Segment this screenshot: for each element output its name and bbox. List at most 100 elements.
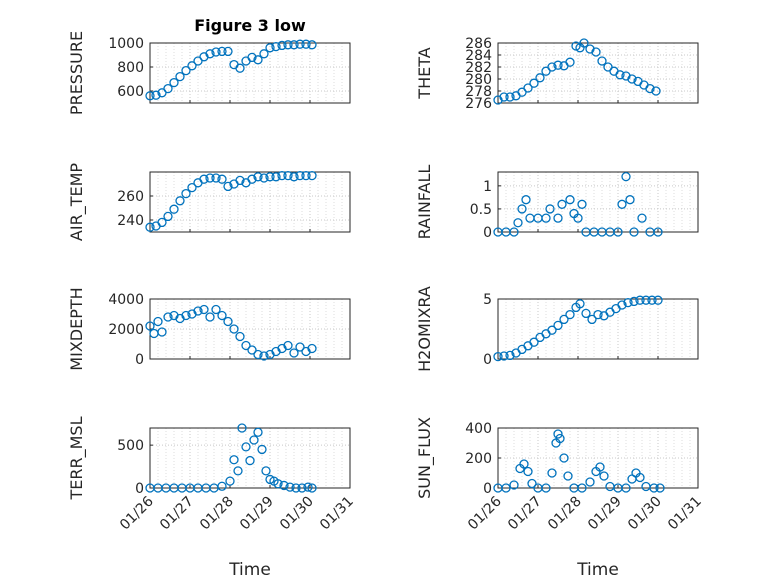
panel-1-point-23 xyxy=(283,40,293,50)
panel-2-ytick-label-1: 278 xyxy=(465,84,492,100)
panel-1-point-10 xyxy=(205,49,215,59)
panel-7-point-26 xyxy=(297,483,307,493)
panel-3-point-13 xyxy=(223,181,233,192)
panel-8-xlabel: Time xyxy=(576,560,619,580)
panel-2-point-23 xyxy=(627,74,637,84)
panel-6-axes-border xyxy=(497,298,699,360)
panel-7-point-11 xyxy=(229,455,239,465)
panel-6-ylabel: H2OMIXRA xyxy=(415,286,434,372)
panel-7-xtick-label-4: 01/30 xyxy=(277,494,317,534)
panel-8-point-26 xyxy=(635,472,645,483)
panel-6-point-17 xyxy=(593,309,603,320)
panel-1-point-6 xyxy=(181,65,191,76)
panel-5-point-18 xyxy=(247,345,257,355)
panel-7-point-27 xyxy=(303,482,313,492)
panel-1-point-24 xyxy=(289,40,299,50)
panel-4-point-23 xyxy=(625,195,635,205)
panel-7-point-23 xyxy=(279,480,289,491)
panel-2-axes-frame xyxy=(497,42,699,104)
panel-4-point-3 xyxy=(513,218,523,228)
panel-8-point-1 xyxy=(501,483,511,493)
panel-6-point-6 xyxy=(529,337,539,347)
panel-4-point-5 xyxy=(521,195,531,205)
panel-3-point-5 xyxy=(175,196,185,206)
panel-5-ytick-label-2: 4000 xyxy=(108,292,144,308)
panel-4-point-20 xyxy=(613,227,623,237)
figure-title: Figure 3 low xyxy=(194,16,306,35)
panel-5-point-0 xyxy=(145,321,155,331)
panel-7-axes-frame xyxy=(149,427,351,489)
panel-7-point-12 xyxy=(233,466,243,476)
panel-7-point-19 xyxy=(261,466,271,476)
panel-4-point-12 xyxy=(565,195,575,205)
panel-7-point-16 xyxy=(249,435,259,445)
panel-8-point-14 xyxy=(563,471,573,481)
panel-5-point-11 xyxy=(205,312,215,322)
panel-1-point-12 xyxy=(217,46,227,57)
panel-1-point-17 xyxy=(247,52,257,63)
panel-8-xtick-label-5: 01/31 xyxy=(665,494,705,534)
panel-3-point-26 xyxy=(301,170,311,181)
panel-1-point-8 xyxy=(193,56,203,66)
panel-1-point-20 xyxy=(265,43,275,53)
panel-2-point-2 xyxy=(505,92,515,102)
panel-1-point-7 xyxy=(187,61,197,71)
panel-8-xtick-label-3: 01/29 xyxy=(585,494,625,534)
panel-3-point-18 xyxy=(253,172,263,182)
panel-8-ytick-label-1: 200 xyxy=(465,451,492,467)
panel-5-point-17 xyxy=(241,340,251,351)
panel-1-point-3 xyxy=(163,83,173,94)
panel-8-point-6 xyxy=(527,478,537,489)
panel-4-point-25 xyxy=(637,213,647,223)
panel-2-point-4 xyxy=(517,87,527,97)
panel-4-point-14 xyxy=(573,213,583,223)
panel-5-point-3 xyxy=(157,327,167,337)
panel-3-point-0 xyxy=(145,222,155,232)
panel-6-point-24 xyxy=(635,295,645,305)
panel-1-ylabel: PRESSURE xyxy=(67,31,86,115)
panel-3-point-19 xyxy=(259,173,269,183)
panel-4-point-2 xyxy=(509,227,519,237)
panel-5-point-28 xyxy=(307,343,317,354)
panel-3-point-25 xyxy=(295,170,305,181)
panel-1-point-13 xyxy=(223,46,233,57)
panel-6-point-27 xyxy=(653,295,663,305)
panel-7-xlabel: Time xyxy=(228,560,271,580)
panel-2-point-8 xyxy=(541,66,551,76)
panel-3-point-24 xyxy=(289,172,299,182)
panel-8-point-2 xyxy=(509,480,519,490)
panel-5-point-25 xyxy=(289,348,299,358)
panel-4-ytick-label-1: 0.5 xyxy=(470,202,492,218)
panel-8-point-11 xyxy=(553,429,563,439)
panel-6-point-10 xyxy=(553,320,563,331)
panel-2-ytick-label-3: 282 xyxy=(465,60,492,76)
panel-5-point-4 xyxy=(163,312,173,322)
panel-6-point-2 xyxy=(505,350,515,361)
panel-5-point-9 xyxy=(193,306,203,316)
panel-6-point-1 xyxy=(499,351,509,361)
panel-5-point-12 xyxy=(211,304,221,315)
panel-3-point-12 xyxy=(217,174,227,184)
panel-7-point-15 xyxy=(245,455,255,466)
panel-4-point-10 xyxy=(553,213,563,223)
panel-1-ytick-label-0: 600 xyxy=(117,84,144,100)
panel-5-point-2 xyxy=(153,316,163,327)
panel-8-point-4 xyxy=(519,459,529,469)
panel-3-point-9 xyxy=(199,174,209,184)
panel-6-point-14 xyxy=(575,299,585,309)
panel-1-point-5 xyxy=(175,71,185,82)
panel-1-point-4 xyxy=(169,77,179,88)
panel-6-point-25 xyxy=(641,295,651,305)
panel-3-ytick-label-1: 260 xyxy=(117,189,144,205)
panel-3-point-3 xyxy=(163,211,173,222)
panel-7-point-28 xyxy=(307,483,317,493)
panel-5-ylabel: MIXDEPTH xyxy=(67,287,86,370)
panel-6-point-21 xyxy=(617,300,627,310)
panel-8-point-16 xyxy=(577,483,587,493)
panel-8-ylabel: SUN_FLUX xyxy=(415,417,435,499)
panel-8-point-8 xyxy=(541,483,551,493)
panel-1-axes-border xyxy=(149,42,351,104)
panel-3-ylabel: AIR_TEMP xyxy=(67,163,87,241)
panel-2-point-19 xyxy=(603,62,613,72)
